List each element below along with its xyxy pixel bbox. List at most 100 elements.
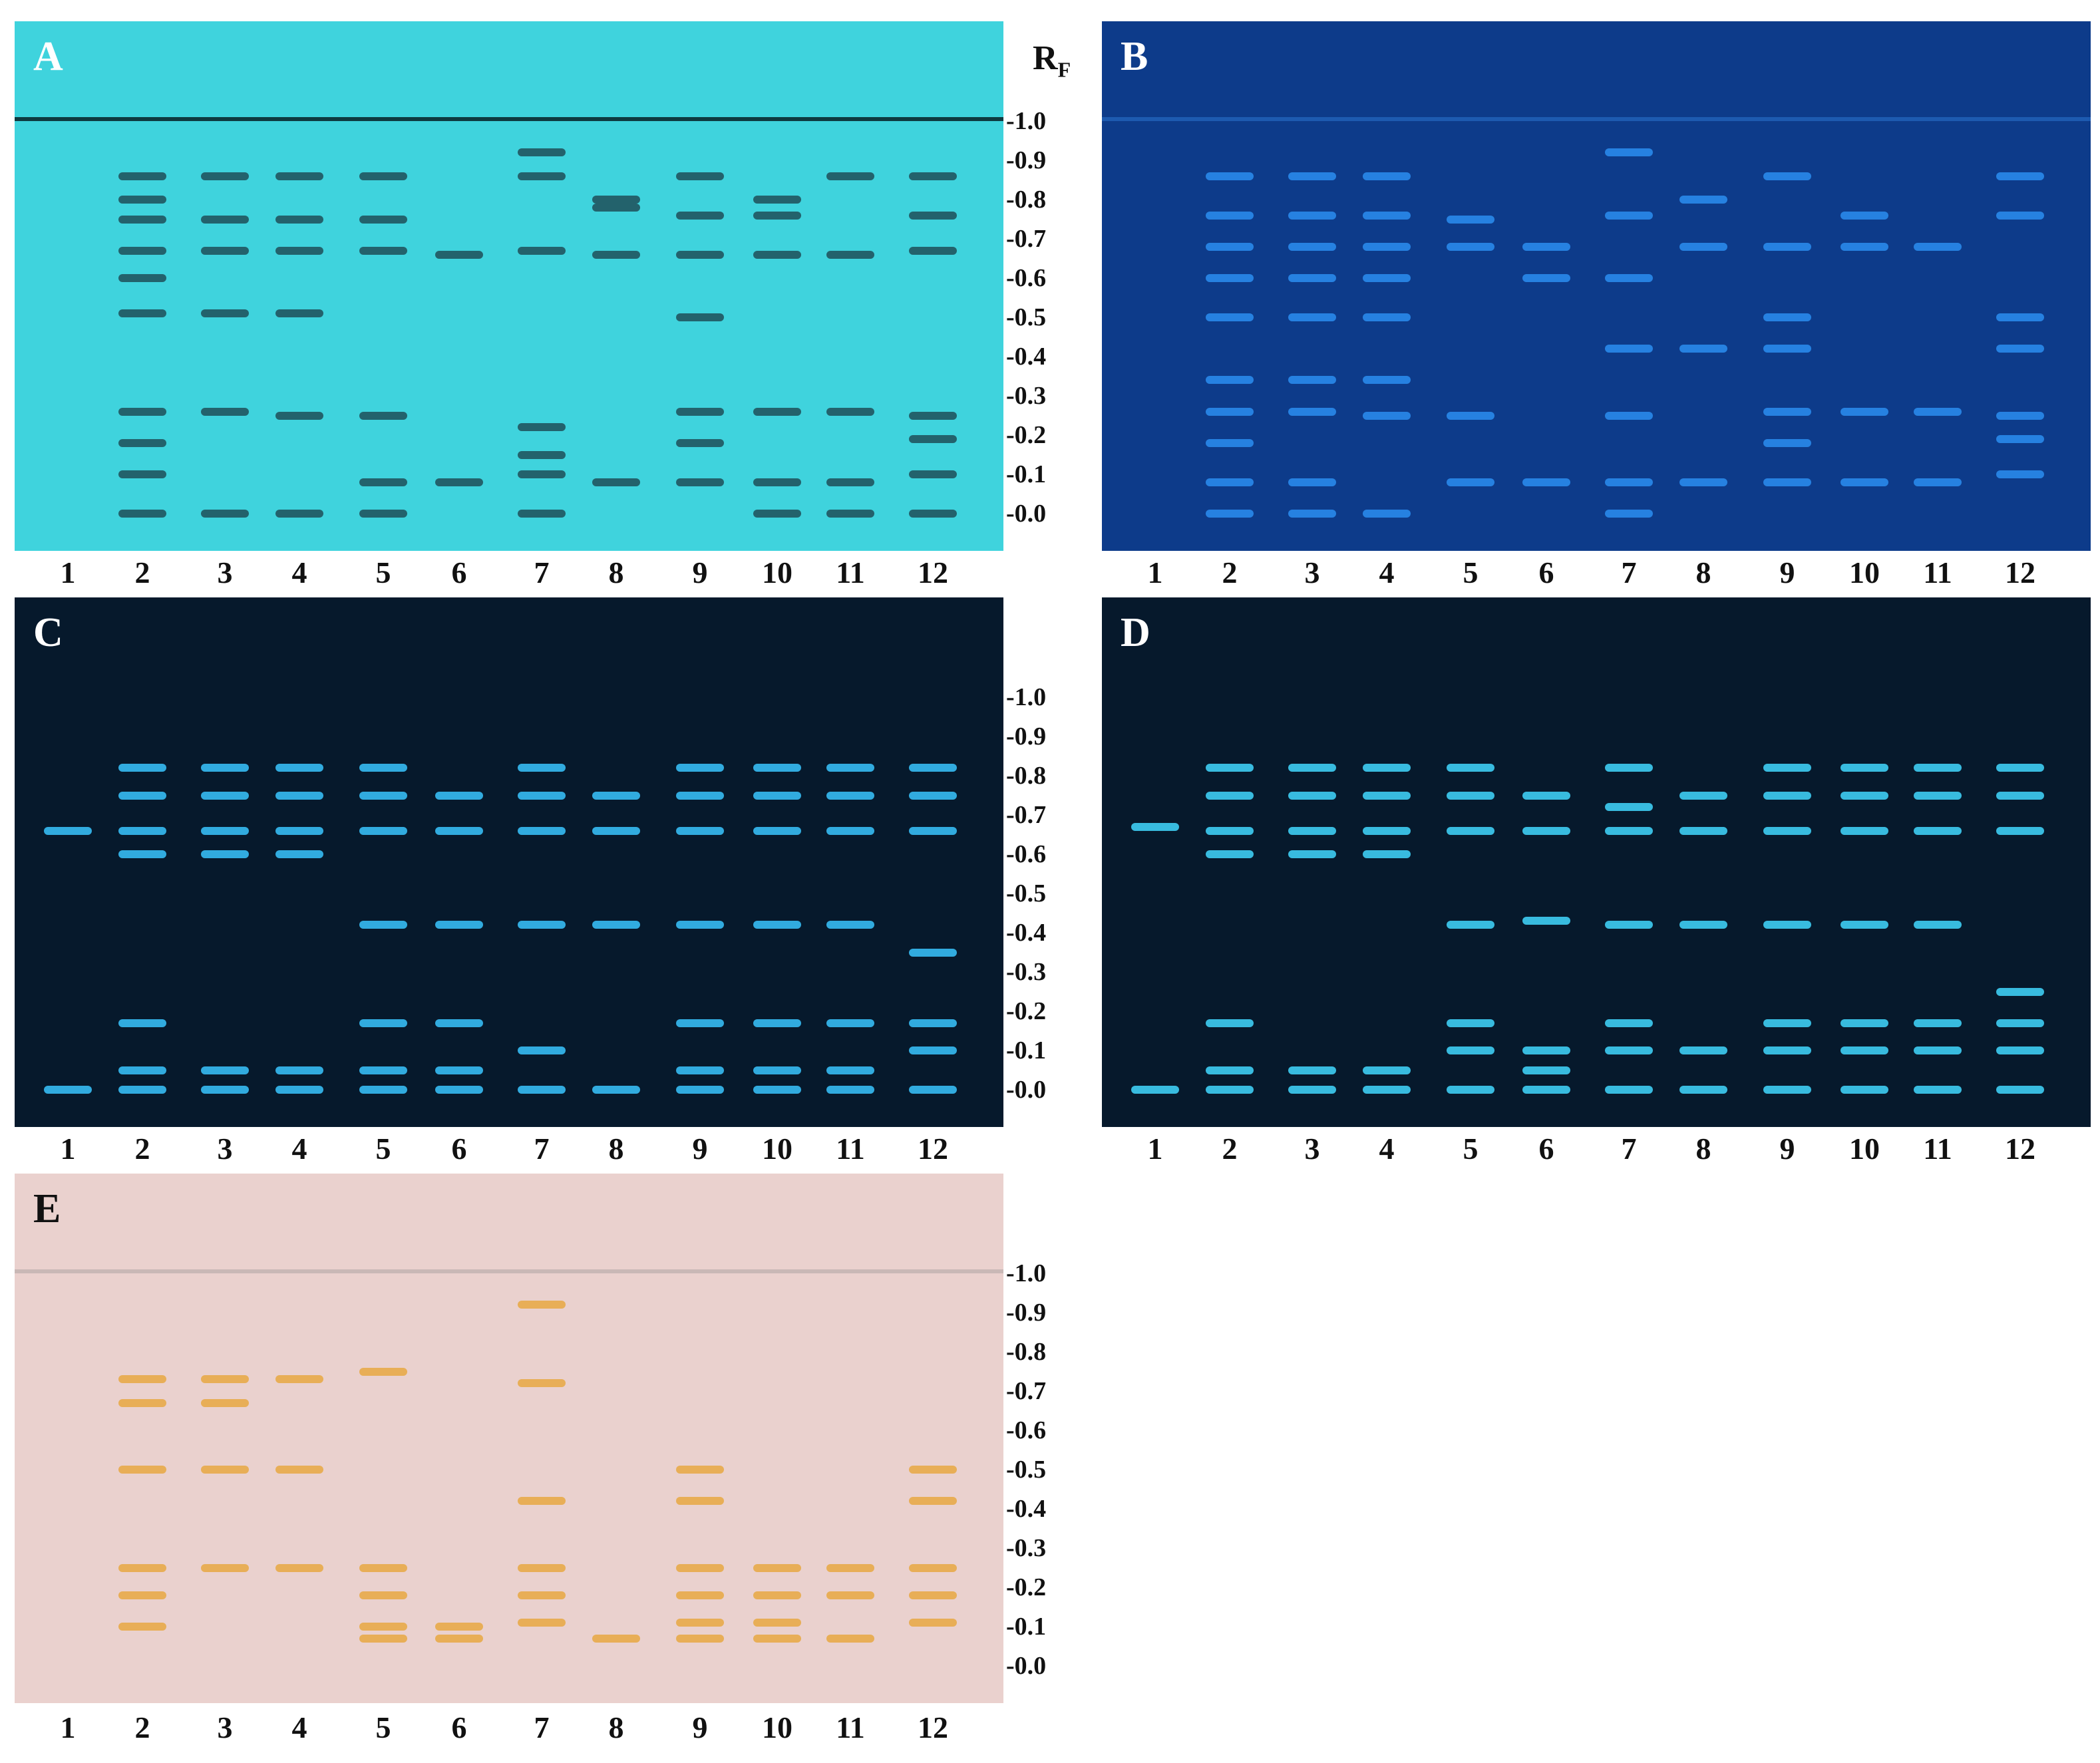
band-lane-2	[118, 246, 166, 255]
band-lane-7	[518, 510, 566, 518]
band-lane-10	[1840, 478, 1888, 486]
lane-label: 7	[534, 1710, 550, 1744]
solvent-front	[1102, 117, 2091, 121]
band-lane-4	[1363, 764, 1411, 772]
rf-axis-a: RF -1.0 -0.9 -0.8 -0.7 -0.6 -0.5 -0.4 -0.3 -0.2 -…	[1006, 0, 1106, 572]
band-lane-2	[118, 791, 166, 800]
band-lane-3	[201, 791, 249, 800]
band-lane-8	[1679, 1086, 1727, 1094]
band-lane-5	[1447, 1046, 1494, 1054]
band-lane-8	[592, 921, 640, 929]
band-lane-7	[518, 148, 566, 157]
lane-label: 7	[534, 556, 550, 589]
band-lane-9	[676, 250, 724, 259]
band-lane-5	[359, 411, 407, 420]
band-lane-3	[201, 764, 249, 772]
band-lane-10	[753, 1591, 801, 1599]
band-lane-7	[518, 1591, 566, 1599]
band-lane-1	[1131, 1086, 1179, 1094]
band-lane-5	[1447, 215, 1494, 224]
band-lane-12	[909, 948, 957, 957]
solvent-front	[15, 117, 1003, 121]
band-lane-3	[1288, 211, 1336, 220]
band-lane-3	[201, 407, 249, 416]
band-lane-9	[676, 478, 724, 486]
lane-label: 8	[1695, 1132, 1711, 1166]
band-lane-10	[753, 478, 801, 486]
band-lane-2	[118, 407, 166, 416]
band-lane-10	[1840, 921, 1888, 929]
rf-axis-title: RF	[1033, 39, 1071, 82]
plate-e: E	[15, 1174, 1003, 1703]
rf-tick-label: -0.2	[1006, 1573, 1047, 1601]
band-lane-12	[909, 510, 957, 518]
band-lane-9	[1763, 791, 1811, 800]
lane-label: 1	[1147, 556, 1163, 589]
rf-tick-label: -0.7	[1006, 1377, 1047, 1405]
band-lane-8	[592, 791, 640, 800]
band-lane-12	[1996, 1046, 2044, 1054]
band-lane-2	[118, 1019, 166, 1027]
band-lane-6	[435, 791, 483, 800]
lane-labels-b: 1 2 3 4 5 6 7 8 9 10 11 12	[1087, 558, 2099, 597]
lane-label: 5	[1463, 556, 1479, 589]
band-lane-5	[359, 1634, 407, 1643]
band-lane-2	[118, 850, 166, 858]
band-lane-4	[275, 1563, 323, 1572]
band-lane-10	[753, 921, 801, 929]
band-lane-2	[118, 826, 166, 835]
band-lane-5	[359, 1086, 407, 1094]
band-lane-10	[753, 1019, 801, 1027]
band-lane-2	[1206, 791, 1254, 800]
lane-label: 2	[1222, 556, 1238, 589]
band-lane-11	[826, 250, 874, 259]
band-lane-10	[753, 1634, 801, 1643]
band-lane-11	[826, 407, 874, 416]
band-lane-12	[1996, 826, 2044, 835]
lane-label: 11	[1923, 556, 1952, 589]
band-lane-9	[1763, 1046, 1811, 1054]
band-lane-7	[1605, 1086, 1653, 1094]
band-lane-7	[518, 1086, 566, 1094]
band-lane-12	[909, 1046, 957, 1054]
band-lane-7	[518, 423, 566, 432]
band-lane-9	[1763, 478, 1811, 486]
band-lane-2	[1206, 376, 1254, 385]
band-lane-8	[592, 478, 640, 486]
plate-letter-b: B	[1121, 34, 1148, 79]
band-lane-7	[1605, 478, 1653, 486]
band-lane-9	[676, 1086, 724, 1094]
band-lane-3	[1288, 850, 1336, 858]
lane-label: 10	[1849, 556, 1880, 589]
lane-label: 3	[217, 556, 233, 589]
band-lane-8	[1679, 826, 1727, 835]
band-lane-3	[201, 826, 249, 835]
band-lane-5	[1447, 242, 1494, 251]
band-lane-12	[1996, 411, 2044, 420]
band-lane-9	[676, 407, 724, 416]
band-lane-3	[1288, 172, 1336, 180]
band-lane-9	[1763, 826, 1811, 835]
band-lane-2	[118, 470, 166, 478]
band-lane-4	[1363, 791, 1411, 800]
band-lane-4	[275, 826, 323, 835]
band-lane-3	[1288, 274, 1336, 282]
band-lane-3	[201, 510, 249, 518]
band-lane-9	[676, 172, 724, 180]
band-lane-7	[518, 826, 566, 835]
band-lane-9	[676, 921, 724, 929]
band-lane-2	[118, 1066, 166, 1074]
band-lane-4	[275, 1086, 323, 1094]
band-lane-12	[909, 1019, 957, 1027]
band-lane-4	[1363, 313, 1411, 321]
band-lane-10	[753, 791, 801, 800]
band-lane-2	[118, 309, 166, 318]
band-lane-7	[1605, 211, 1653, 220]
band-lane-11	[826, 510, 874, 518]
band-lane-10	[1840, 791, 1888, 800]
band-lane-4	[275, 309, 323, 318]
band-lane-11	[1914, 826, 1962, 835]
lane-label: 1	[60, 1710, 76, 1744]
band-lane-6	[1522, 274, 1570, 282]
band-lane-2	[118, 274, 166, 282]
